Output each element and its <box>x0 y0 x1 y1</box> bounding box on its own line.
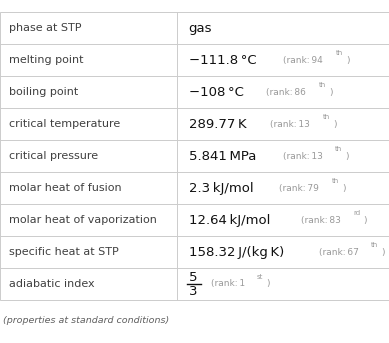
Text: th: th <box>332 178 339 184</box>
Text: (rank: 94: (rank: 94 <box>283 56 322 64</box>
Text: (rank: 86: (rank: 86 <box>266 87 307 96</box>
Text: ): ) <box>342 184 346 192</box>
Text: (rank: 13: (rank: 13 <box>282 152 322 161</box>
Text: phase at STP: phase at STP <box>9 23 81 33</box>
Text: 2.3 kJ/mol: 2.3 kJ/mol <box>189 181 253 194</box>
Text: boiling point: boiling point <box>9 87 78 97</box>
Text: melting point: melting point <box>9 55 83 65</box>
Text: (rank: 79: (rank: 79 <box>279 184 319 192</box>
Text: −108 °C: −108 °C <box>189 85 244 98</box>
Text: ): ) <box>382 248 385 257</box>
Text: ): ) <box>364 216 367 225</box>
Text: 289.77 K: 289.77 K <box>189 118 246 131</box>
Text: th: th <box>322 114 330 120</box>
Text: th: th <box>371 242 378 248</box>
Text: rd: rd <box>353 210 361 216</box>
Text: molar heat of fusion: molar heat of fusion <box>9 183 121 193</box>
Text: adiabatic index: adiabatic index <box>9 279 94 289</box>
Text: 3: 3 <box>189 285 197 298</box>
Text: −111.8 °C: −111.8 °C <box>189 54 256 67</box>
Text: (properties at standard conditions): (properties at standard conditions) <box>3 316 169 325</box>
Text: ): ) <box>346 56 349 64</box>
Text: th: th <box>335 50 343 56</box>
Text: 5: 5 <box>189 271 197 284</box>
Text: (rank: 83: (rank: 83 <box>301 216 340 225</box>
Text: (rank: 1: (rank: 1 <box>211 279 245 287</box>
Text: 5.841 MPa: 5.841 MPa <box>189 150 256 163</box>
Text: ): ) <box>333 120 336 129</box>
Text: critical temperature: critical temperature <box>9 119 120 129</box>
Text: molar heat of vaporization: molar heat of vaporization <box>9 215 156 225</box>
Text: 158.32 J/(kg K): 158.32 J/(kg K) <box>189 246 284 259</box>
Text: ): ) <box>266 279 269 287</box>
Text: gas: gas <box>189 22 212 35</box>
Text: ): ) <box>346 152 349 161</box>
Text: st: st <box>257 274 263 280</box>
Text: 12.64 kJ/mol: 12.64 kJ/mol <box>189 214 270 227</box>
Text: ): ) <box>329 87 333 96</box>
Text: th: th <box>335 146 342 152</box>
Text: specific heat at STP: specific heat at STP <box>9 247 118 257</box>
Text: critical pressure: critical pressure <box>9 151 98 161</box>
Text: (rank: 13: (rank: 13 <box>270 120 310 129</box>
Text: th: th <box>319 82 326 88</box>
Text: (rank: 67: (rank: 67 <box>319 248 358 257</box>
Bar <box>0 12 389 300</box>
